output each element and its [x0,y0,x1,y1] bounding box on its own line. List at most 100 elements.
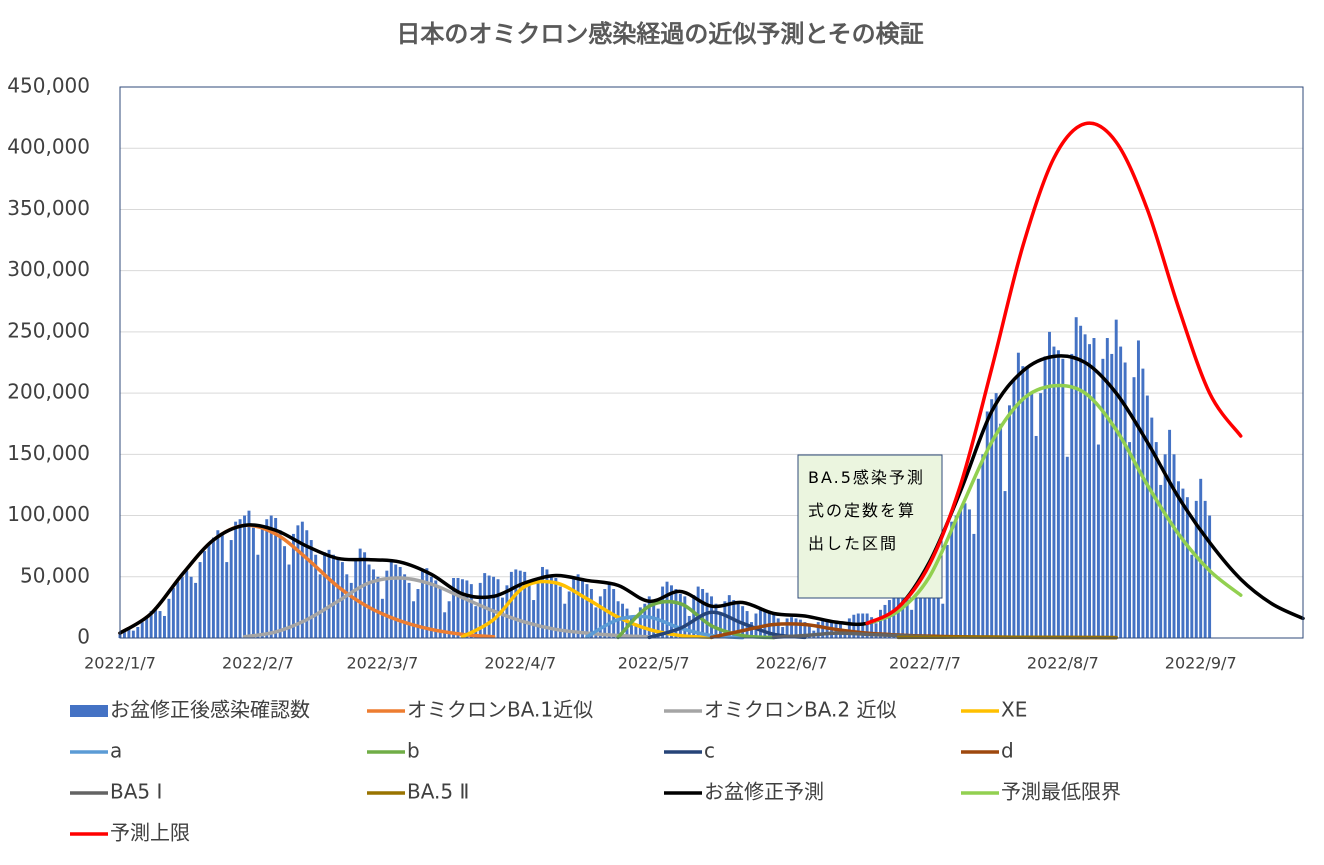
bar [1163,454,1167,638]
bar [985,411,989,638]
bar [283,546,287,638]
annotation: BA.5感染予測式の定数を算出した区間 [808,468,923,553]
bar [1208,515,1212,638]
bar [972,533,976,638]
legend-label: お盆修正後感染確認数 [110,698,310,722]
bar [332,554,335,638]
bar [959,509,963,638]
bar [412,601,415,638]
bar [954,515,958,638]
bar [536,580,540,638]
bar [883,604,887,638]
bar [1088,344,1091,638]
bar [678,593,682,638]
bar [501,597,504,638]
line [460,579,714,640]
bar [763,609,767,638]
bar [758,607,762,638]
bar [505,585,509,638]
bar [874,623,878,638]
legend-label: d [1001,739,1014,763]
bar [509,571,513,638]
bar [923,570,927,638]
legend-label: オミクロンBA.1近似 [407,698,593,722]
bar [140,622,144,638]
bar [1079,325,1083,638]
bar [1048,331,1051,638]
x-tick-label: 2022/5/7 [618,654,690,673]
bar [772,614,776,638]
bar [794,618,798,638]
bar [269,515,273,638]
bar [523,571,527,638]
bar [243,515,246,638]
bar [1039,393,1043,638]
bar [1185,497,1189,638]
bar [963,503,967,638]
bar [425,568,429,638]
bar [251,527,255,638]
bar [1145,395,1149,638]
axes: 0 50,000 100,000 150,000 200,000 250,000 300,0… [7,74,1304,673]
bar [692,595,696,638]
bar [1056,350,1060,638]
bar [1105,338,1109,638]
bar [211,537,215,638]
bar [581,579,584,638]
legend-label: お盆修正予測 [704,780,824,804]
bar [225,562,229,638]
bar [865,613,869,638]
bar [203,551,206,638]
bar [656,608,660,638]
bar [1181,488,1185,638]
bar [452,578,456,638]
bar [496,579,500,638]
y-tick-label: 150,000 [7,441,90,465]
legend-label: BA.5 Ⅱ [407,780,469,804]
line [118,354,1305,635]
bar [278,530,282,638]
bar [790,617,794,638]
bar [194,582,198,638]
bar [345,574,349,638]
bar [1043,356,1047,638]
bar [518,570,522,638]
bar [1083,334,1087,638]
bar [234,521,238,638]
bar [163,615,166,638]
bars [118,317,1212,638]
bar [661,586,665,638]
bar [798,619,802,638]
bar [265,519,269,638]
bar [456,578,460,638]
bar [314,554,318,638]
bar [487,575,491,638]
bar [1110,353,1114,638]
bar [407,582,411,638]
bar [514,569,518,638]
bar [1052,346,1056,638]
bar [260,527,264,638]
bar [416,589,420,638]
bar [919,574,922,638]
bar [358,548,362,638]
bar [336,557,340,638]
bar [167,598,171,638]
line [865,121,1243,626]
bar [563,603,567,638]
bar [145,615,149,638]
bar [429,576,433,638]
x-tick-label: 2022/8/7 [1027,654,1099,673]
bar [914,581,918,638]
bar [136,626,140,638]
x-tick-label: 2022/2/7 [222,654,294,673]
bar [380,598,384,638]
bar [932,579,936,638]
bar [180,576,184,638]
bar [1128,442,1132,638]
bar [256,554,260,638]
bar [1061,358,1065,638]
line [616,599,776,640]
bar [936,582,940,638]
